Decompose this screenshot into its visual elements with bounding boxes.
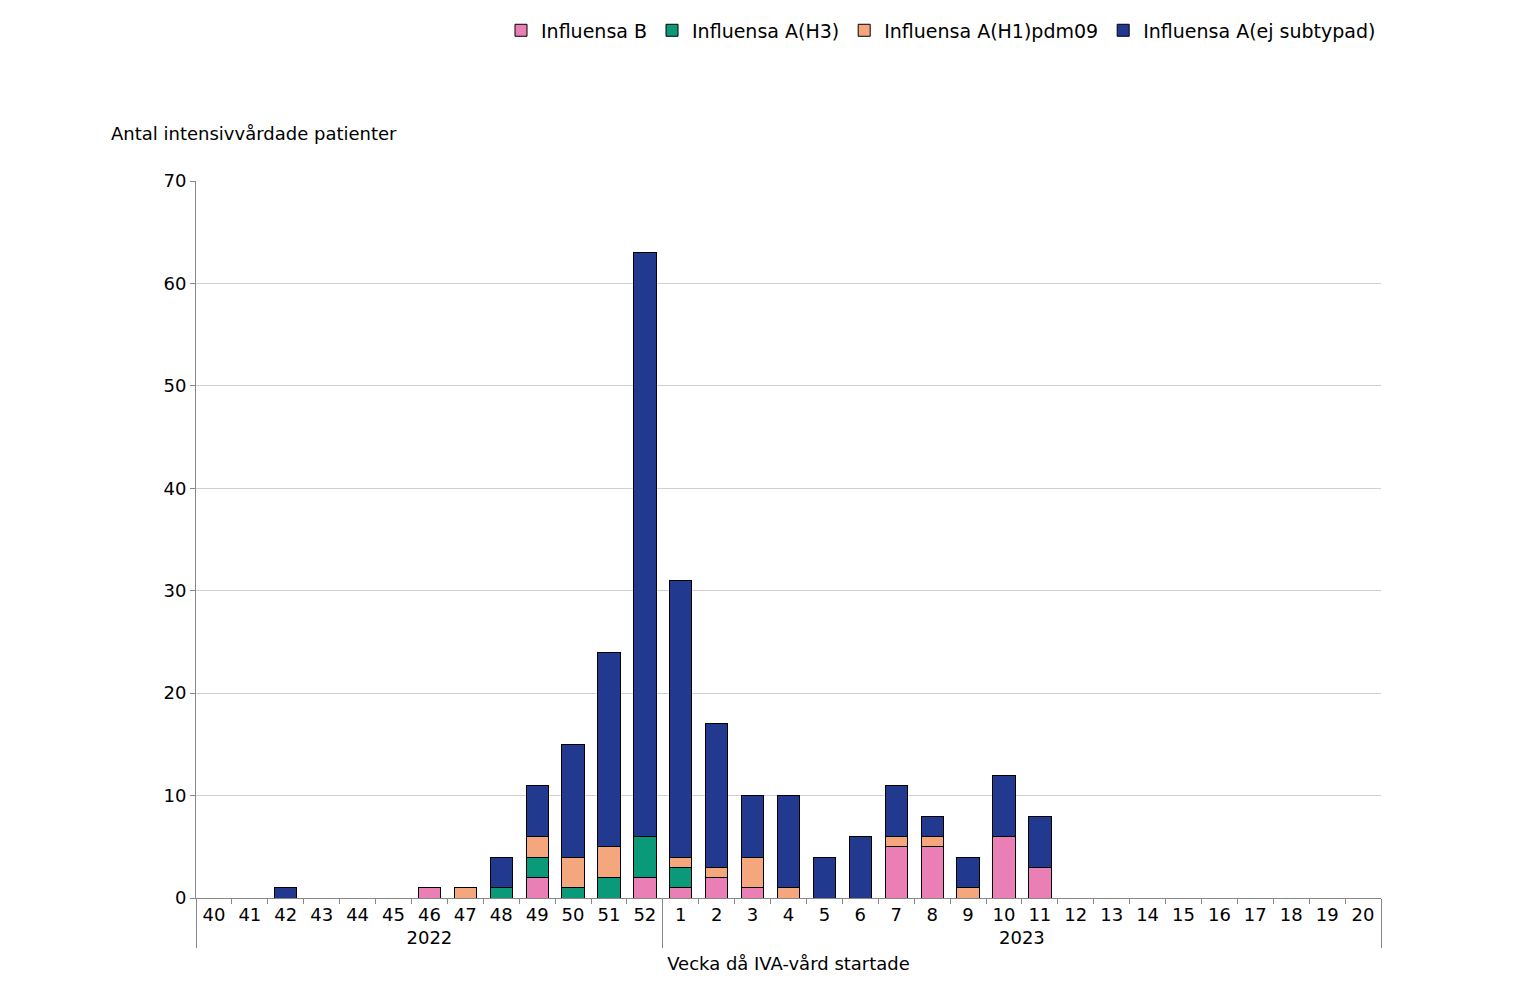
svg-text:9: 9	[962, 904, 973, 925]
svg-text:0: 0	[175, 887, 186, 908]
svg-text:50: 50	[163, 375, 186, 396]
svg-text:7: 7	[891, 904, 902, 925]
svg-text:Antal intensivvårdade patiente: Antal intensivvårdade patienter	[111, 123, 397, 144]
svg-text:40: 40	[163, 478, 186, 499]
svg-text:17: 17	[1244, 904, 1267, 925]
svg-text:47: 47	[454, 904, 477, 925]
svg-text:48: 48	[490, 904, 513, 925]
svg-text:Influensa A(H1)pdm09: Influensa A(H1)pdm09	[884, 20, 1098, 42]
svg-text:20: 20	[163, 682, 186, 703]
svg-text:10: 10	[992, 904, 1015, 925]
svg-text:70: 70	[163, 170, 186, 191]
svg-text:30: 30	[163, 580, 186, 601]
svg-text:14: 14	[1136, 904, 1159, 925]
svg-text:Influensa B: Influensa B	[541, 20, 647, 42]
svg-text:20: 20	[1352, 904, 1375, 925]
svg-text:42: 42	[274, 904, 297, 925]
svg-text:18: 18	[1280, 904, 1303, 925]
svg-text:16: 16	[1208, 904, 1231, 925]
svg-text:6: 6	[855, 904, 866, 925]
svg-text:50: 50	[562, 904, 585, 925]
svg-text:8: 8	[926, 904, 937, 925]
svg-text:3: 3	[747, 904, 758, 925]
svg-text:43: 43	[310, 904, 333, 925]
svg-text:2023: 2023	[999, 927, 1045, 948]
svg-text:11: 11	[1028, 904, 1051, 925]
svg-text:52: 52	[633, 904, 656, 925]
svg-text:45: 45	[382, 904, 405, 925]
svg-text:41: 41	[238, 904, 261, 925]
svg-text:2022: 2022	[407, 927, 453, 948]
svg-text:13: 13	[1100, 904, 1123, 925]
svg-text:60: 60	[163, 273, 186, 294]
svg-text:19: 19	[1316, 904, 1339, 925]
svg-text:Influensa A(ej subtypad): Influensa A(ej subtypad)	[1143, 20, 1375, 42]
svg-text:49: 49	[526, 904, 549, 925]
svg-text:4: 4	[783, 904, 794, 925]
svg-text:Influensa A(H3): Influensa A(H3)	[692, 20, 839, 42]
svg-text:1: 1	[675, 904, 686, 925]
svg-text:15: 15	[1172, 904, 1195, 925]
svg-text:12: 12	[1064, 904, 1087, 925]
svg-text:46: 46	[418, 904, 441, 925]
svg-text:2: 2	[711, 904, 722, 925]
svg-text:5: 5	[819, 904, 830, 925]
svg-text:10: 10	[163, 785, 186, 806]
svg-text:Vecka då IVA-vård startade: Vecka då IVA-vård startade	[667, 953, 910, 974]
svg-text:51: 51	[597, 904, 620, 925]
svg-text:44: 44	[346, 904, 369, 925]
svg-text:40: 40	[202, 904, 225, 925]
